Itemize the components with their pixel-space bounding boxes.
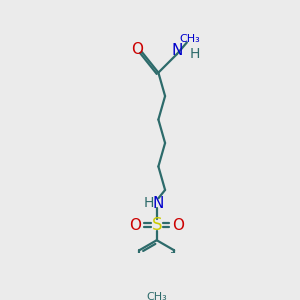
Text: H: H xyxy=(143,196,154,210)
Text: CH₃: CH₃ xyxy=(180,34,201,44)
Text: S: S xyxy=(152,216,162,234)
Text: N: N xyxy=(153,196,164,211)
Text: N: N xyxy=(171,43,182,58)
Text: O: O xyxy=(131,42,143,57)
Text: H: H xyxy=(190,47,200,61)
Text: CH₃: CH₃ xyxy=(146,292,167,300)
Text: O: O xyxy=(172,218,184,232)
Text: O: O xyxy=(129,218,141,232)
